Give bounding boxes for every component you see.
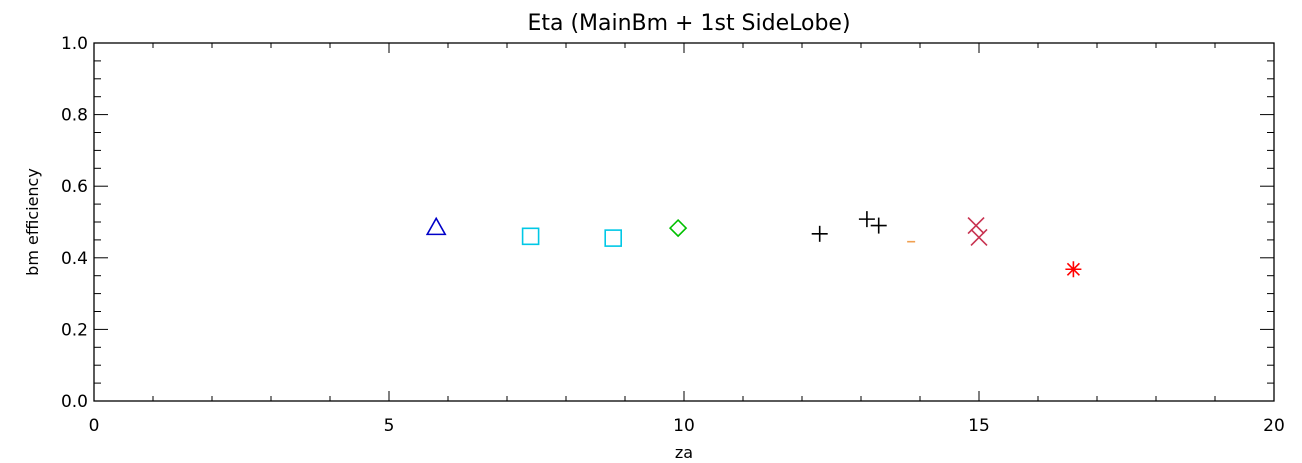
y-tick-label: 0.2	[61, 320, 88, 340]
y-tick-label: 0.4	[61, 249, 88, 269]
point-plus	[858, 211, 875, 228]
plot-frame	[93, 42, 1275, 402]
point-x	[967, 217, 985, 235]
y-tick-label: 1.0	[61, 34, 88, 54]
point-x	[970, 228, 988, 246]
y-tick-label: 0.8	[61, 106, 88, 126]
x-tick-label: 0	[89, 416, 100, 436]
point-asterisk	[1065, 261, 1082, 278]
x-tick-label: 5	[384, 416, 395, 436]
x-tick-label: 20	[1263, 416, 1285, 436]
data-points	[425, 211, 1082, 278]
point-square	[604, 229, 623, 247]
y-axis-label: bm efficiency	[23, 168, 42, 276]
axis-ticks	[93, 42, 1275, 402]
x-axis-label: za	[675, 443, 693, 462]
point-diamond	[668, 218, 688, 238]
x-tick-label: 15	[968, 416, 990, 436]
chart-title: Eta (MainBm + 1st SideLobe)	[527, 11, 850, 36]
point-plus	[811, 225, 828, 242]
y-tick-label: 0.6	[61, 177, 88, 197]
point-square	[521, 227, 540, 246]
y-tick-labels: 0.0 0.2 0.4 0.6 0.8 1.0	[61, 34, 88, 412]
x-tick-label: 10	[673, 416, 695, 436]
point-plus	[870, 217, 887, 234]
x-tick-labels: 0 5 10 15 20	[89, 416, 1285, 436]
point-triangle	[425, 216, 447, 236]
y-tick-label: 0.0	[61, 392, 88, 412]
